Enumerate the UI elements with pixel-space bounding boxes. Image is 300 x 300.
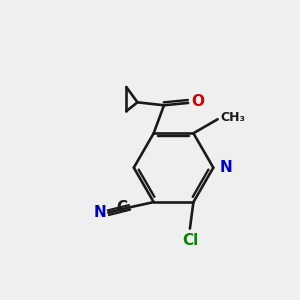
Text: O: O — [191, 94, 204, 109]
Text: N: N — [220, 160, 233, 175]
Text: C: C — [116, 200, 127, 215]
Text: CH₃: CH₃ — [220, 111, 246, 124]
Text: Cl: Cl — [182, 233, 198, 248]
Text: N: N — [93, 205, 106, 220]
